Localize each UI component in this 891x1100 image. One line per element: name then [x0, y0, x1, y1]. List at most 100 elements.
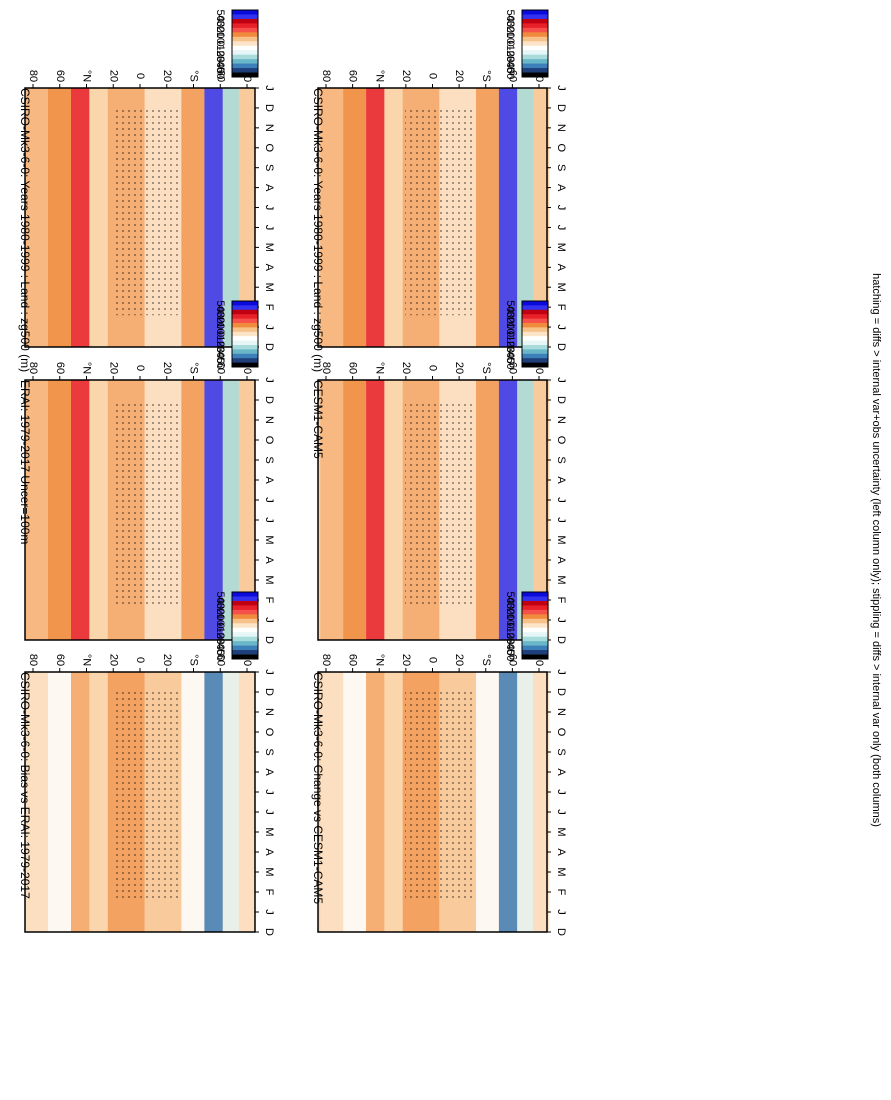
heatmap-band [384, 88, 403, 347]
colorbar-swatch [522, 609, 548, 615]
colorbar-swatch [232, 54, 258, 60]
lat-label: °N [373, 654, 385, 666]
month-label: N [555, 708, 567, 716]
colorbar-label: -20 [504, 47, 516, 63]
colorbar-label: 30 [214, 603, 226, 615]
colorbar-swatch [232, 14, 258, 20]
month-label: J [555, 497, 567, 503]
lat-label: 60 [347, 70, 359, 82]
month-label: J [263, 517, 275, 523]
colorbar-label: -40 [214, 640, 226, 656]
heatmap-band [320, 88, 344, 347]
colorbar-swatch [522, 592, 548, 597]
month-label: F [555, 889, 567, 896]
heatmap-band [320, 380, 344, 640]
colorbar-swatch [232, 23, 258, 29]
month-label: D [263, 928, 275, 936]
colorbar-label: 0 [214, 331, 226, 337]
month-label: O [263, 143, 275, 152]
lat-label: 80 [320, 70, 332, 82]
colorbar-label: 40 [504, 15, 516, 27]
colorbar-swatch [522, 72, 548, 78]
colorbar-label: -10 [504, 623, 516, 639]
lat-label: 20 [400, 362, 412, 374]
month-label: N [555, 416, 567, 424]
colorbar-label: -30 [504, 634, 516, 650]
lat-label: 60 [506, 70, 518, 82]
colorbar-label: -20 [214, 629, 226, 645]
colorbar-label: -30 [504, 52, 516, 68]
month-label: S [263, 456, 275, 463]
colorbar-label: -30 [504, 343, 516, 359]
colorbar-swatch [232, 358, 258, 364]
month-label: N [555, 124, 567, 132]
month-label: A [555, 264, 567, 272]
lat-label: 20 [400, 70, 412, 82]
colorbar-swatch [522, 68, 548, 74]
lat-label: 60 [506, 654, 518, 666]
lat-label: 60 [506, 362, 518, 374]
colorbar-swatch [232, 353, 258, 359]
stippling [405, 108, 474, 316]
lat-label: °N [81, 654, 93, 666]
colorbar-swatch [522, 632, 548, 638]
colorbar-swatch [232, 609, 258, 615]
month-label: A [263, 848, 275, 856]
colorbar-label: -50 [214, 645, 226, 661]
colorbar-label: -20 [504, 337, 516, 353]
colorbar-label: 10 [214, 322, 226, 334]
month-label: D [263, 636, 275, 644]
lat-label: 20 [107, 654, 119, 666]
month-label: D [263, 104, 275, 112]
month-label: O [555, 143, 567, 152]
colorbar-label: -30 [214, 634, 226, 650]
colorbar-swatch [522, 59, 548, 65]
colorbar-swatch [522, 314, 548, 320]
lat-label: 20 [453, 70, 465, 82]
month-label: M [263, 575, 275, 584]
heatmap-band [48, 88, 71, 347]
lat-label: 80 [27, 362, 39, 374]
colorbar-swatch [522, 14, 548, 20]
lat-label: 80 [320, 362, 332, 374]
colorbar-swatch [232, 362, 258, 368]
colorbar-swatch [232, 641, 258, 647]
heatmap-band [384, 672, 403, 932]
month-label: M [263, 243, 275, 252]
colorbar-label: -20 [504, 629, 516, 645]
colorbar-label: -20 [214, 337, 226, 353]
heatmap-band [222, 672, 239, 932]
heatmap-band [533, 672, 550, 932]
month-label: D [555, 688, 567, 696]
colorbar-label: -20 [214, 47, 226, 63]
colorbar-label: -50 [214, 63, 226, 79]
colorbar-label: 20 [214, 608, 226, 620]
colorbar-swatch [522, 36, 548, 42]
month-label: D [555, 636, 567, 644]
colorbar-swatch [232, 600, 258, 606]
colorbar-swatch [522, 305, 548, 311]
colorbar-swatch [232, 323, 258, 328]
colorbar-swatch [522, 27, 548, 33]
colorbar-label: -50 [504, 354, 516, 370]
colorbar-label: 0 [214, 622, 226, 628]
month-label: D [555, 104, 567, 112]
colorbar-swatch [522, 336, 548, 342]
colorbar-swatch [522, 32, 548, 38]
month-label: M [555, 575, 567, 584]
lat-label: °S [188, 70, 200, 82]
month-label: D [555, 343, 567, 351]
colorbar-swatch [522, 318, 548, 324]
colorbar-swatch [522, 349, 548, 355]
lat-label: 20 [161, 70, 173, 82]
colorbar-swatch [522, 327, 548, 333]
colorbar-label: -10 [504, 332, 516, 348]
colorbar-swatch [232, 41, 258, 47]
colorbar-label: 20 [504, 317, 516, 329]
month-label: J [555, 789, 567, 795]
colorbar-swatch [522, 614, 548, 620]
colorbar-label: 0 [504, 40, 516, 46]
